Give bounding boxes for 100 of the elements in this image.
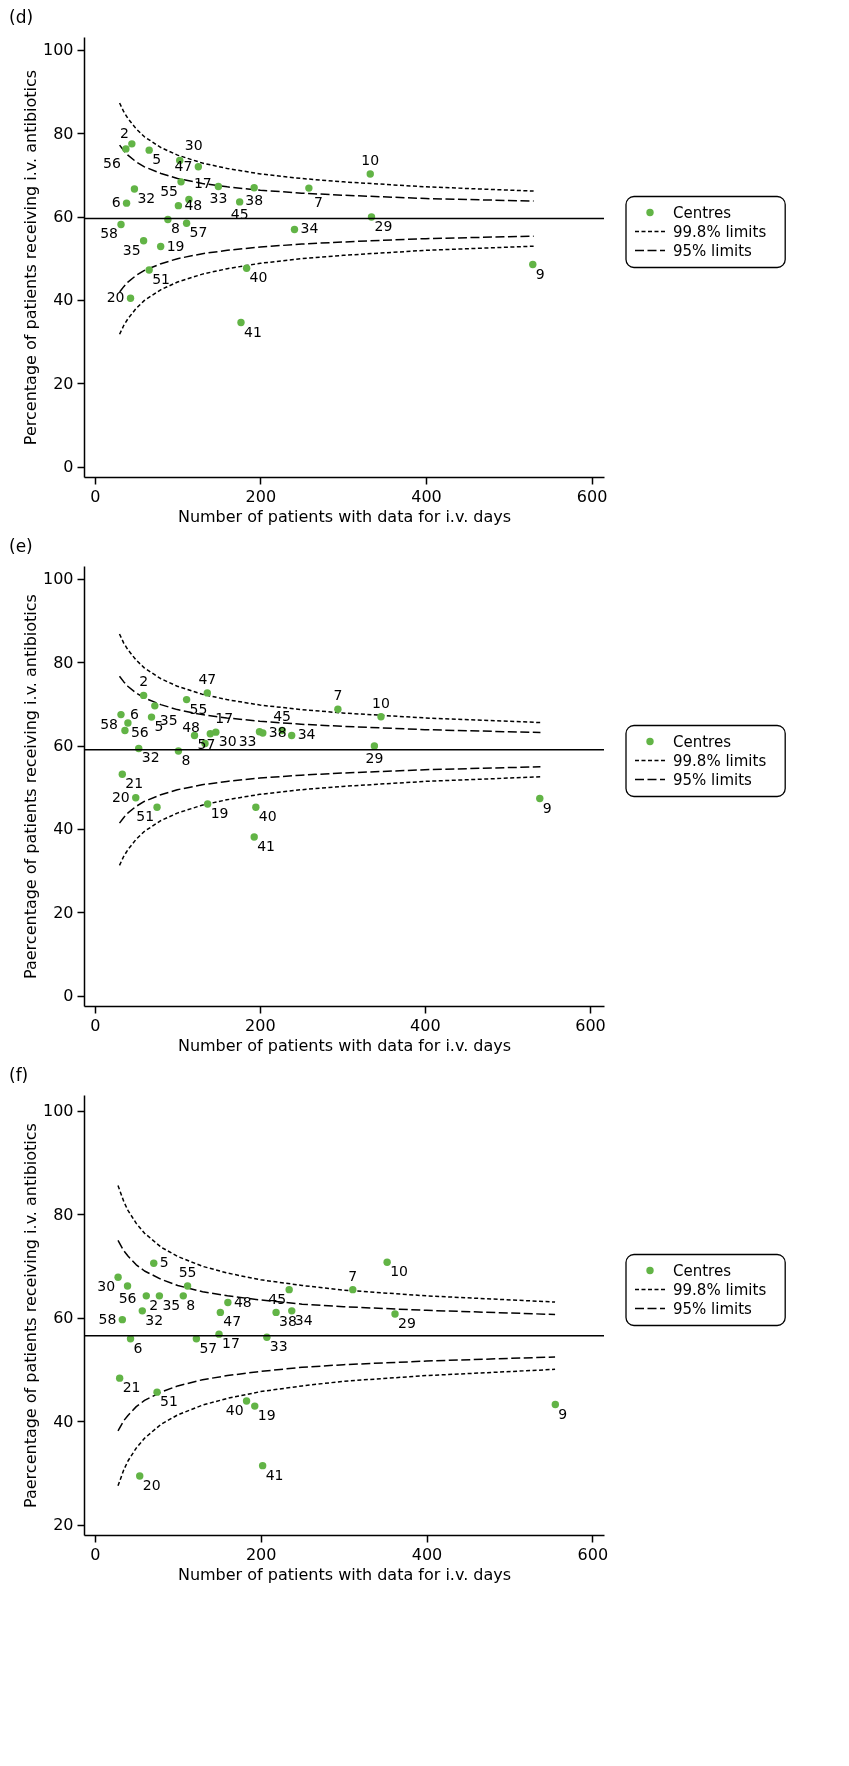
x-tick-label: 400 (410, 1015, 441, 1035)
y-tick-label: 100 (42, 569, 74, 589)
annotation: 51 (160, 1393, 178, 1410)
annotation: 5 (159, 1254, 169, 1271)
annotation: 48 (182, 719, 200, 736)
annotation: 47 (198, 670, 217, 687)
x-axis-title: Number of patients with data for i.v. days (177, 506, 512, 526)
annotation: 7 (333, 687, 343, 704)
x-axis-title: Number of patients with data for i.v. days (177, 1564, 512, 1584)
annotation: 47 (174, 157, 193, 174)
legend-label: 99.8% limits (673, 222, 767, 241)
annotation: 6 (129, 706, 139, 723)
y-tick-label: 80 (53, 1204, 74, 1224)
annotation: 40 (225, 1401, 244, 1418)
y-tick-label: 60 (53, 1308, 74, 1328)
annotation: 34 (300, 220, 319, 237)
annotation: 40 (249, 269, 268, 286)
annotation: 6 (111, 194, 121, 211)
annotation: 9 (535, 265, 545, 282)
annotation: 56 (118, 1290, 137, 1307)
legend-label: 95% limits (673, 1299, 753, 1318)
annotation: 34 (297, 726, 316, 743)
x-tick-label: 0 (90, 486, 101, 506)
annotation: 38 (279, 1313, 297, 1330)
annotation: 8 (181, 751, 191, 768)
annotation: 29 (398, 1314, 416, 1331)
annotation: 35 (122, 241, 141, 258)
annotation: 58 (100, 225, 119, 242)
y-tick-label: 80 (53, 123, 74, 143)
annotation: 20 (142, 1476, 161, 1493)
annotation: 8 (186, 1296, 196, 1313)
legend-label: 99.8% limits (673, 1280, 767, 1299)
y-axis-title: Paercentage of patients receiving i.v. antibiotics (20, 1123, 40, 1508)
y-tick-label: 0 (63, 457, 74, 477)
annotation: 40 (258, 808, 277, 825)
annotation: 41 (257, 837, 276, 854)
chart-title: (d) (9, 7, 34, 27)
annotation: 51 (136, 808, 155, 825)
x-tick-label: 0 (90, 1015, 101, 1035)
y-tick-label: 60 (53, 736, 74, 756)
annotation: 5 (152, 151, 162, 168)
x-tick-label: 0 (90, 1544, 101, 1564)
legend-label: Centres (673, 732, 732, 751)
annotation: 45 (273, 708, 292, 725)
annotation: 55 (189, 700, 208, 717)
annotation: 20 (106, 289, 125, 306)
chart-title: (e) (9, 536, 33, 556)
annotation: 19 (257, 1407, 276, 1424)
x-tick-label: 200 (245, 1544, 277, 1564)
x-tick-label: 200 (245, 1015, 276, 1035)
annotation: 29 (365, 749, 384, 766)
y-tick-label: 60 (53, 207, 74, 227)
annotation: 30 (184, 136, 203, 153)
annotation: 9 (558, 1405, 568, 1422)
legend-label: 95% limits (673, 770, 753, 789)
annotation: 8 (170, 220, 180, 237)
annotation: 32 (145, 1311, 164, 1328)
y-tick-label: 40 (53, 819, 74, 839)
annotation: 32 (141, 749, 160, 766)
annotation: 38 (268, 723, 287, 740)
annotation: 10 (390, 1263, 408, 1280)
legend-label: 95% limits (673, 241, 753, 260)
chart-title: (f) (9, 1065, 29, 1085)
legend-label: 99.8% limits (673, 751, 767, 770)
annotation: 57 (197, 736, 216, 753)
annotation: 9 (542, 799, 552, 816)
annotation: 58 (98, 1310, 117, 1327)
annotation: 30 (97, 1278, 116, 1295)
y-tick-label: 0 (63, 986, 74, 1006)
x-tick-label: 600 (575, 1015, 606, 1035)
annotation: 41 (265, 1466, 284, 1483)
x-tick-label: 400 (411, 486, 442, 506)
y-axis-title: Paercentage of patients receiving i.v. antibiotics (20, 594, 40, 979)
annotation: 48 (233, 1293, 252, 1310)
x-tick-label: 600 (577, 1544, 609, 1564)
y-tick-label: 20 (53, 373, 74, 393)
x-tick-label: 600 (576, 486, 608, 506)
annotation: 6 (133, 1339, 143, 1356)
annotation: 17 (222, 1335, 240, 1352)
y-tick-label: 100 (42, 1101, 74, 1121)
annotation: 33 (238, 732, 257, 749)
annotation: 10 (372, 694, 390, 711)
annotation: 7 (348, 1267, 358, 1284)
annotation: 33 (269, 1338, 288, 1355)
x-tick-label: 200 (245, 486, 277, 506)
annotation: 47 (223, 1313, 242, 1330)
annotation: 51 (152, 270, 170, 287)
annotation: 19 (166, 237, 185, 254)
annotation: 55 (160, 182, 179, 199)
annotation: 38 (245, 191, 264, 208)
annotation: 57 (189, 224, 208, 241)
annotation: 2 (139, 673, 149, 690)
y-tick-label: 100 (42, 40, 74, 60)
annotation: 19 (210, 804, 229, 821)
annotation: 10 (361, 151, 380, 168)
x-axis-title: Number of patients with data for i.v. days (177, 1035, 512, 1055)
y-tick-label: 80 (53, 652, 74, 672)
annotation: 56 (130, 723, 149, 740)
y-tick-label: 20 (53, 1515, 74, 1535)
annotation: 56 (103, 154, 121, 171)
